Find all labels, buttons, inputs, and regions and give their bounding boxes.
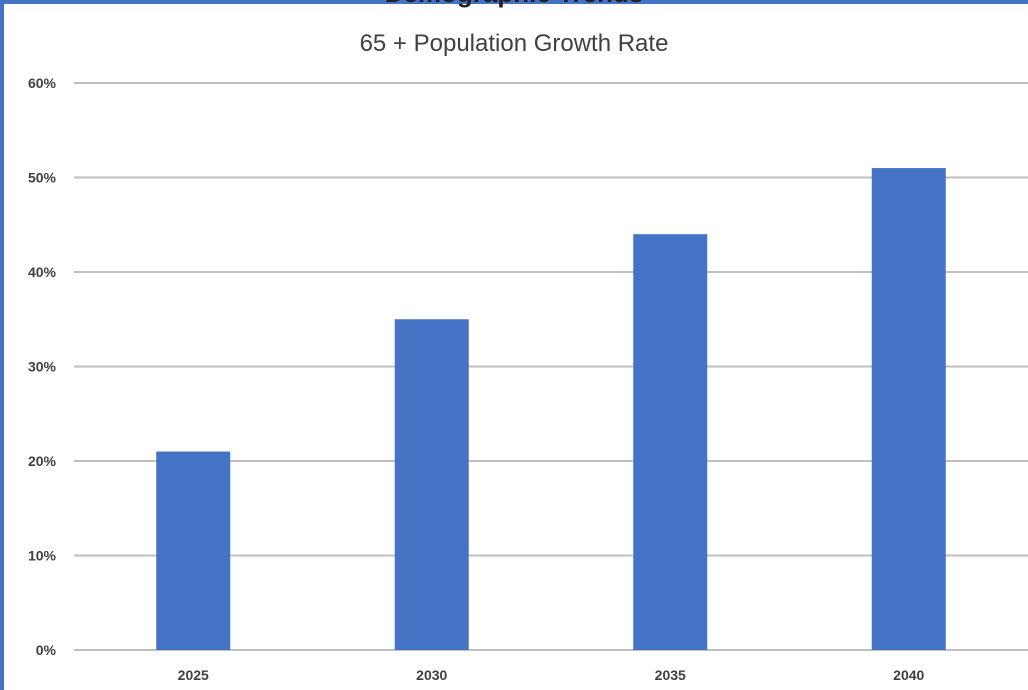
bar-2025 — [156, 451, 231, 650]
cut-off-heading: Demographic Trends — [0, 0, 1028, 9]
bar-2035 — [633, 234, 708, 650]
y-tick-label: 10% — [28, 548, 57, 564]
chart-title: 65 + Population Growth Rate — [359, 30, 669, 57]
bar-2040 — [871, 168, 946, 651]
x-tick-label: 2040 — [893, 667, 924, 683]
y-axis-ticks: 0% 10% 20% 30% 40% 50% 60% — [28, 75, 57, 658]
bar-2030 — [394, 319, 469, 650]
x-tick-label: 2030 — [416, 667, 447, 683]
bars — [156, 168, 946, 651]
x-axis-ticks: 2025 2030 2035 2040 — [178, 667, 925, 683]
x-tick-label: 2025 — [178, 667, 209, 683]
y-tick-label: 20% — [28, 453, 57, 469]
y-tick-label: 40% — [28, 264, 57, 280]
gridlines — [74, 82, 1028, 651]
y-tick-label: 60% — [28, 75, 57, 91]
x-tick-label: 2035 — [655, 667, 686, 683]
y-tick-label: 0% — [36, 642, 57, 658]
y-tick-label: 30% — [28, 359, 57, 375]
y-tick-label: 50% — [28, 170, 57, 186]
